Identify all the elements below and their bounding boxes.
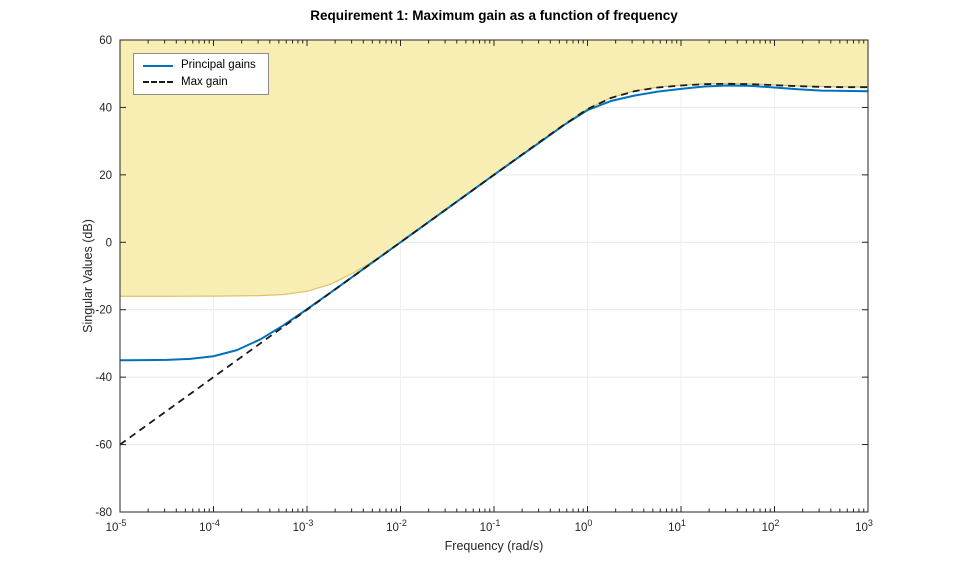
svg-text:40: 40 [99, 102, 112, 114]
svg-text:103: 103 [855, 518, 873, 534]
svg-text:-40: -40 [95, 372, 112, 384]
svg-text:10-2: 10-2 [386, 518, 407, 534]
svg-text:-20: -20 [95, 305, 112, 317]
svg-text:-60: -60 [95, 440, 112, 452]
chart-title: Requirement 1: Maximum gain as a functio… [310, 8, 678, 23]
x-axis-label: Frequency (rad/s) [444, 539, 544, 553]
legend-line-sample-dashed [143, 81, 173, 84]
svg-text:10-3: 10-3 [293, 518, 314, 534]
svg-text:101: 101 [668, 518, 686, 534]
svg-text:-80: -80 [95, 507, 112, 519]
axis-ticks [119, 39, 869, 513]
svg-text:20: 20 [99, 170, 112, 182]
svg-text:10-5: 10-5 [106, 518, 127, 534]
legend[interactable]: Principal gains Max gain [133, 53, 269, 95]
legend-label: Max gain [181, 75, 228, 88]
svg-text:10-4: 10-4 [199, 518, 220, 534]
svg-text:10-1: 10-1 [480, 518, 501, 534]
svg-text:0: 0 [106, 237, 112, 249]
svg-text:102: 102 [762, 518, 780, 534]
legend-item-principal-gains[interactable]: Principal gains [143, 59, 256, 72]
series-max-gain [119, 82, 868, 446]
svg-text:60: 60 [99, 35, 112, 47]
y-axis-label: Singular Values (dB) [81, 219, 95, 333]
legend-item-max-gain[interactable]: Max gain [143, 75, 256, 89]
legend-label: Principal gains [181, 59, 256, 71]
svg-text:100: 100 [575, 518, 593, 534]
legend-line-sample-solid [143, 64, 173, 67]
